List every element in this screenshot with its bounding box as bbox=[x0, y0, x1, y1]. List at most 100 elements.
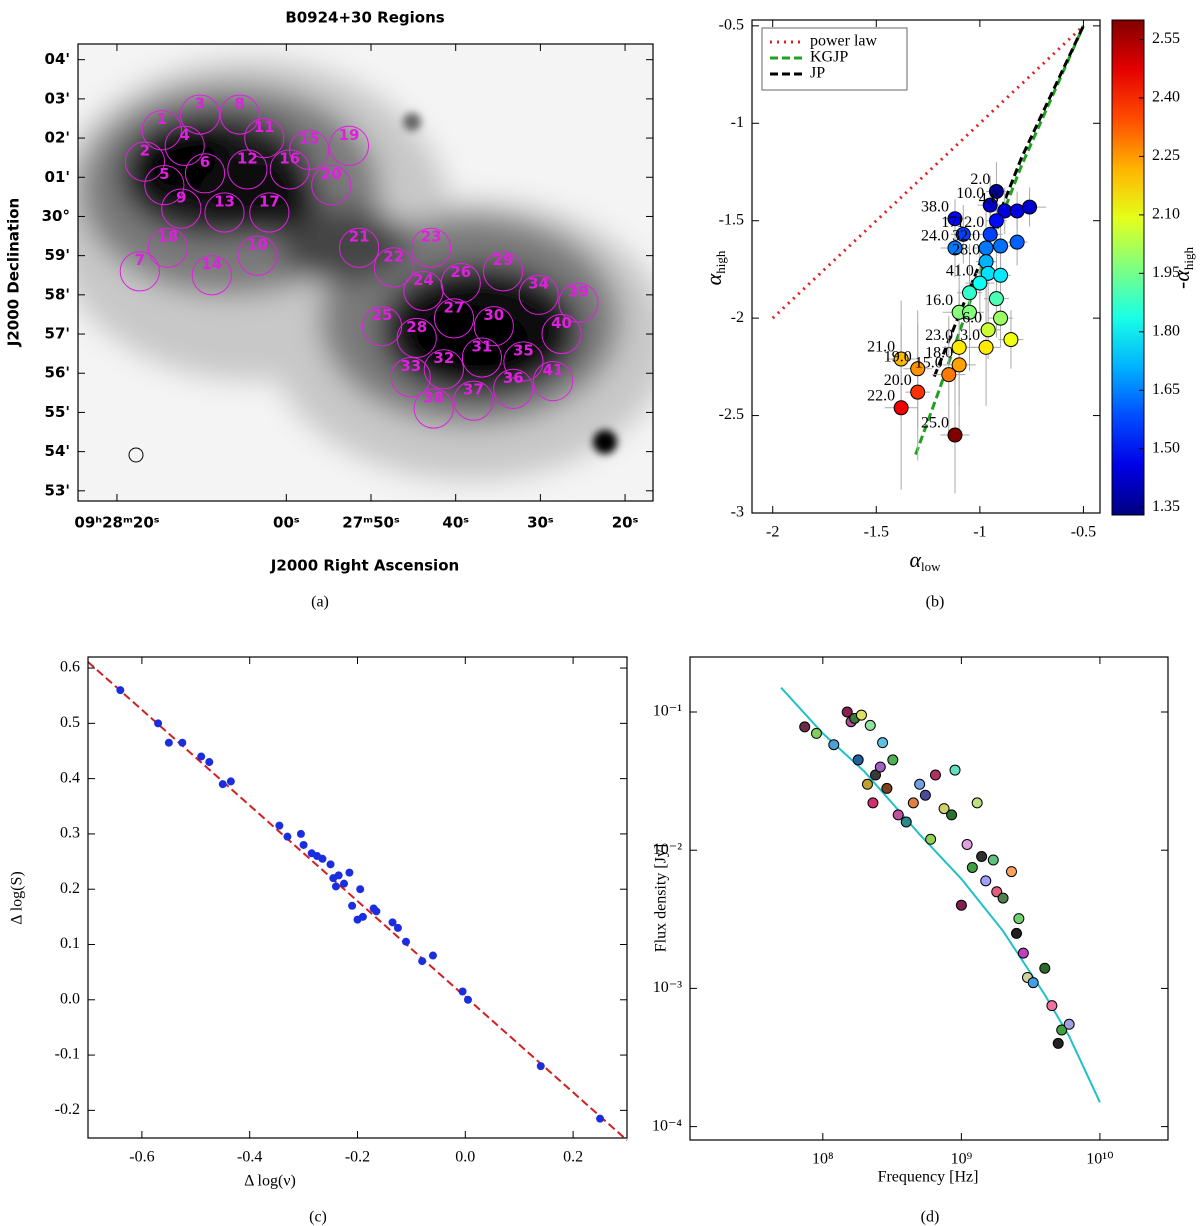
point bbox=[299, 840, 308, 849]
y-tick-label: 10⁻³ bbox=[653, 979, 682, 996]
region-label: 5 bbox=[159, 165, 169, 183]
point bbox=[993, 238, 1009, 254]
point bbox=[1017, 947, 1029, 959]
region bbox=[191, 255, 232, 296]
y-axis-label: J2000 Declination bbox=[5, 198, 23, 347]
point-label: 3.0 bbox=[960, 327, 980, 344]
region bbox=[147, 227, 188, 268]
point bbox=[296, 829, 305, 838]
legend-label: power law bbox=[810, 33, 878, 50]
fit-line bbox=[932, 25, 1085, 378]
point bbox=[536, 1062, 545, 1071]
point-label: 38.0 bbox=[921, 198, 949, 215]
point-label: 17 bbox=[941, 214, 957, 231]
region-label: 1 bbox=[157, 110, 167, 128]
region bbox=[411, 227, 452, 268]
region-label: 25 bbox=[372, 306, 393, 324]
point-label: 20.0 bbox=[884, 372, 912, 389]
point bbox=[941, 367, 957, 383]
point bbox=[458, 987, 467, 996]
point-label: 2.0 bbox=[970, 171, 990, 188]
panel-caption: (b) bbox=[926, 594, 945, 611]
region-label: 17 bbox=[259, 192, 280, 210]
y-tick-label: 10⁻⁴ bbox=[652, 1117, 682, 1134]
region-label: 36 bbox=[503, 369, 524, 387]
x-axis-label: Frequency [Hz] bbox=[878, 1169, 979, 1186]
colorbar-tick-label: 2.55 bbox=[1152, 30, 1180, 47]
region-label: 2 bbox=[140, 141, 150, 159]
point bbox=[982, 197, 998, 213]
point-label: 15.0 bbox=[915, 354, 943, 371]
x-axis-label: Δ log(ν) bbox=[244, 1173, 296, 1190]
point bbox=[869, 769, 881, 781]
point bbox=[997, 892, 1009, 904]
region-label: 21 bbox=[349, 228, 370, 246]
point-label: 24.0 bbox=[921, 228, 949, 245]
region bbox=[144, 165, 185, 206]
region-label: 7 bbox=[135, 251, 145, 269]
point bbox=[428, 951, 437, 960]
panel-caption: (c) bbox=[309, 1209, 327, 1226]
region bbox=[503, 341, 544, 382]
y-axis-label: Flux density [Jy] bbox=[653, 844, 670, 952]
point bbox=[218, 780, 227, 789]
point bbox=[353, 915, 362, 924]
region-label: 15 bbox=[299, 130, 320, 148]
region bbox=[423, 349, 464, 390]
region-label: 23 bbox=[421, 228, 442, 246]
colorbar-tick-label: 2.25 bbox=[1152, 147, 1180, 164]
region-label: 41 bbox=[543, 361, 564, 379]
x-tick-label: 09ʰ28ᵐ20ˢ bbox=[74, 514, 159, 532]
region-label: 13 bbox=[214, 192, 235, 210]
region-label: 4 bbox=[179, 126, 189, 144]
point-label: 16.0 bbox=[925, 292, 953, 309]
colorbar-tick-label: 1.80 bbox=[1152, 322, 1180, 339]
y-tick-label: 02' bbox=[45, 129, 70, 147]
region bbox=[433, 298, 475, 339]
y-tick-label: 0.6 bbox=[60, 659, 80, 676]
point bbox=[1063, 1018, 1075, 1030]
y-tick-label: 10⁻¹ bbox=[653, 703, 682, 720]
region bbox=[184, 153, 226, 194]
plot-frame bbox=[689, 656, 1169, 1141]
point bbox=[861, 778, 873, 790]
point bbox=[356, 885, 365, 894]
x-tick-label: 30ˢ bbox=[527, 514, 554, 532]
point bbox=[283, 832, 292, 841]
region-label: 26 bbox=[450, 263, 471, 281]
y-tick-label: -0.1 bbox=[55, 1046, 80, 1063]
point bbox=[993, 267, 1009, 283]
point bbox=[1009, 234, 1025, 250]
point bbox=[955, 899, 967, 911]
x-tick-label: 10⁸ bbox=[812, 1151, 834, 1168]
point bbox=[892, 809, 904, 821]
point bbox=[978, 240, 994, 256]
point bbox=[275, 821, 284, 830]
point bbox=[993, 310, 1009, 326]
point bbox=[938, 803, 950, 815]
point bbox=[978, 339, 994, 355]
point-label: 21.0 bbox=[867, 339, 895, 356]
region bbox=[390, 357, 431, 398]
y-axis-label: αhigh bbox=[701, 250, 728, 285]
point bbox=[988, 213, 1004, 229]
label-symbol: α bbox=[701, 273, 726, 285]
y-tick-label: 01' bbox=[45, 168, 70, 186]
y-tick-label: 03' bbox=[45, 89, 70, 107]
point-label: 28.0 bbox=[952, 241, 980, 258]
point bbox=[331, 882, 340, 891]
point bbox=[887, 754, 899, 766]
point bbox=[907, 797, 919, 809]
region-label: 11 bbox=[254, 118, 275, 136]
colorbar-tick-label: 2.10 bbox=[1152, 206, 1180, 223]
point bbox=[962, 304, 977, 320]
point-label: 23.0 bbox=[925, 327, 953, 344]
region-label: 40 bbox=[551, 314, 572, 332]
point bbox=[947, 240, 963, 256]
x-tick-label: -0.4 bbox=[237, 1149, 262, 1166]
point bbox=[1039, 962, 1051, 974]
point bbox=[972, 275, 988, 291]
fit-line bbox=[87, 661, 628, 1141]
point bbox=[900, 816, 912, 828]
